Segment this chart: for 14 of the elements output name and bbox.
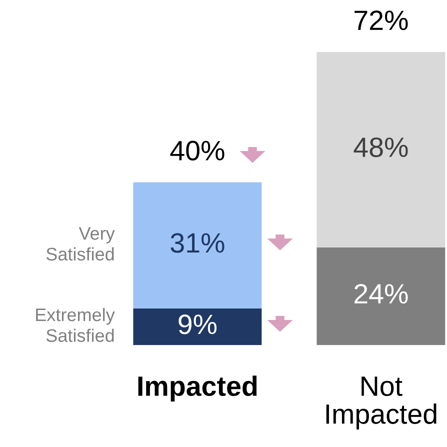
series-label: Very Satisfied [46,227,115,261]
data-label: 24% [354,284,408,304]
data-label: 31% [170,233,224,253]
data-label: 48% [354,137,408,158]
total-label: 72% [354,10,408,30]
x-tick-label: Not Impacted [326,376,436,430]
bar [133,308,262,346]
bar [316,52,446,248]
bar [133,182,262,308]
data-label: 9% [178,314,217,334]
bar [316,247,446,346]
total-label: 40% [170,140,224,160]
series-label: Extremely Satisfied [36,308,115,342]
x-tick-label: Impacted [138,376,257,402]
